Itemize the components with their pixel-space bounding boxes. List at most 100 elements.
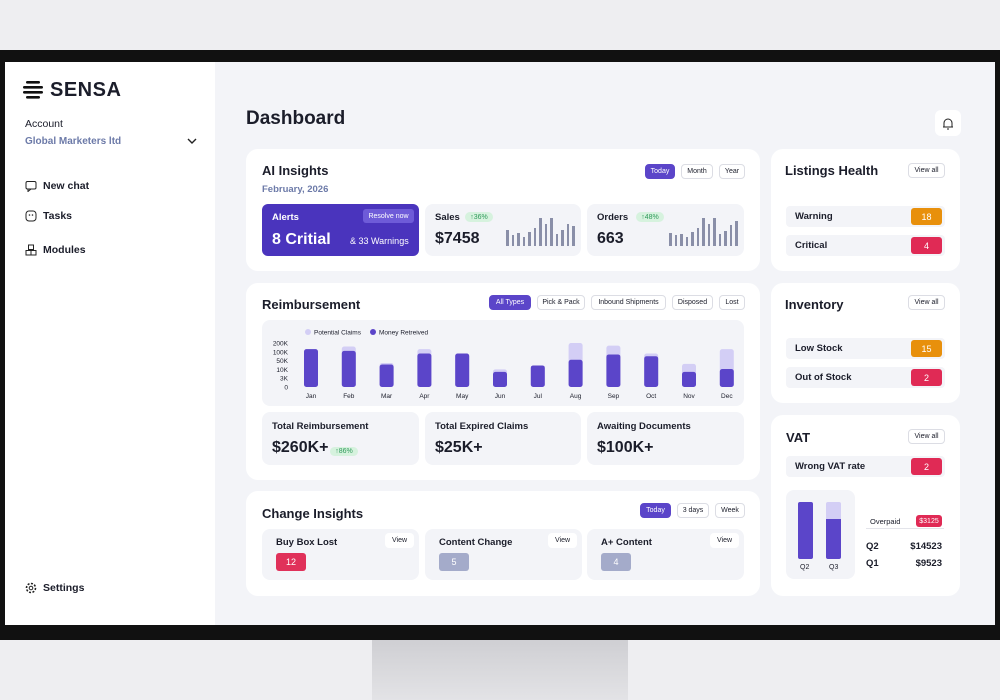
icon xyxy=(25,244,37,256)
chevron[interactable] xyxy=(187,137,197,145)
stat-label: Total Reimbursement xyxy=(272,421,369,432)
overpaid-value: $3125 xyxy=(916,515,942,527)
monitor-stand xyxy=(372,640,628,700)
stat-card xyxy=(425,412,581,465)
sales-label: Sales xyxy=(435,212,460,223)
y-tick-label: 10K xyxy=(276,367,288,374)
filter-button[interactable]: Lost xyxy=(719,295,745,310)
insight-count: 5 xyxy=(439,553,469,571)
stat-value: $25K+ xyxy=(435,439,483,456)
vat-bar xyxy=(826,519,841,559)
filter-button[interactable]: Inbound Shipments xyxy=(591,295,666,310)
bar xyxy=(568,359,583,387)
nav-label: Tasks xyxy=(43,210,72,222)
filter-button[interactable]: Month xyxy=(681,164,713,179)
change-badge: ↑86% xyxy=(330,447,358,456)
nav-item[interactable]: Settings xyxy=(25,582,84,594)
x-tick-label: Oct xyxy=(646,393,656,400)
resolve-button[interactable]: Resolve now xyxy=(363,209,414,223)
card-title: VAT xyxy=(786,430,811,445)
view-button[interactable]: View xyxy=(548,533,577,548)
alerts-value: 8 Critial xyxy=(272,231,331,248)
filter-button[interactable]: Year xyxy=(719,164,745,179)
bar xyxy=(719,368,734,387)
bar xyxy=(455,353,470,387)
stat-label: Awaiting Documents xyxy=(597,421,691,432)
account-name[interactable]: Global Marketers ltd xyxy=(25,136,122,147)
stat-card xyxy=(587,412,744,465)
bar xyxy=(304,349,318,387)
x-tick-label: Feb xyxy=(343,393,355,400)
nav-item[interactable]: New chat xyxy=(25,180,89,192)
legend-swatch xyxy=(305,329,311,335)
y-tick-label: 100K xyxy=(273,349,289,356)
stat-card xyxy=(262,412,419,465)
legend-swatch xyxy=(370,329,376,335)
sales-value: $7458 xyxy=(435,230,480,247)
status-count: 2 xyxy=(911,369,942,386)
x-tick-label: Mar xyxy=(381,393,393,400)
filter-button[interactable]: Disposed xyxy=(672,295,713,310)
vat-chart-label: Q3 xyxy=(829,564,839,571)
view-all-button[interactable]: View all xyxy=(908,163,945,178)
x-tick-label: Jan xyxy=(306,393,317,400)
stat-value: $260K+ xyxy=(272,439,329,456)
vat-chart-label: Q2 xyxy=(800,564,810,571)
quarter-value: $9523 xyxy=(915,558,942,569)
status-row: Critical xyxy=(786,235,945,256)
view-all-button[interactable]: View all xyxy=(908,429,945,444)
bar xyxy=(379,364,394,387)
nav-item[interactable]: Tasks xyxy=(25,210,72,222)
view-all-button[interactable]: View all xyxy=(908,295,945,310)
nav-label: Settings xyxy=(43,582,85,594)
x-tick-label: May xyxy=(456,393,469,400)
account-label: Account xyxy=(25,118,63,130)
filter-button[interactable]: Today xyxy=(645,164,675,179)
card-title: Inventory xyxy=(785,297,844,312)
card-title: AI Insights xyxy=(262,163,329,178)
filter-button[interactable]: All Types xyxy=(489,295,531,310)
x-tick-label: Jun xyxy=(495,393,506,400)
vat-bar xyxy=(798,502,813,559)
status-count: 4 xyxy=(911,237,942,254)
insight-count: 4 xyxy=(601,553,631,571)
sales-card xyxy=(425,204,581,256)
logo-icon xyxy=(23,81,43,99)
vat-chart xyxy=(786,490,855,579)
x-tick-label: Apr xyxy=(419,393,430,400)
alerts-label: Alerts xyxy=(272,212,299,223)
orders-card xyxy=(587,204,744,256)
filter-button[interactable]: Today xyxy=(640,503,671,518)
stat-value: $100K+ xyxy=(597,439,654,456)
filter-button[interactable]: Week xyxy=(715,503,745,518)
insight-count: 12 xyxy=(276,553,306,571)
nav-item[interactable]: Modules xyxy=(25,244,86,256)
icon xyxy=(25,181,37,192)
status-row: Wrong VAT rate xyxy=(786,456,945,477)
notification-button[interactable] xyxy=(935,110,961,136)
icon xyxy=(25,210,37,222)
view-button[interactable]: View xyxy=(385,533,414,548)
filter-button[interactable]: 3 days xyxy=(677,503,709,518)
bar xyxy=(606,354,621,387)
y-tick-label: 200K xyxy=(273,341,289,348)
insight-label: Content Change xyxy=(439,537,513,548)
bar xyxy=(530,365,545,387)
overpaid-label: Overpaid xyxy=(870,517,901,526)
status-row: Warning xyxy=(786,206,945,227)
orders-value: 663 xyxy=(597,230,624,247)
x-tick-label: Nov xyxy=(683,393,695,400)
bar xyxy=(341,350,356,387)
view-button[interactable]: View xyxy=(710,533,739,548)
bell-icon xyxy=(943,118,953,129)
date: February, 2026 xyxy=(262,184,329,195)
alerts-secondary: & 33 Warnings xyxy=(350,236,409,246)
sparkline xyxy=(506,218,575,246)
brand: SENSA xyxy=(50,79,122,101)
stat-label: Total Expired Claims xyxy=(435,421,529,432)
x-tick-label: Dec xyxy=(721,393,733,400)
filter-button[interactable]: Pick & Pack xyxy=(537,295,585,310)
card-title: Change Insights xyxy=(262,506,364,521)
